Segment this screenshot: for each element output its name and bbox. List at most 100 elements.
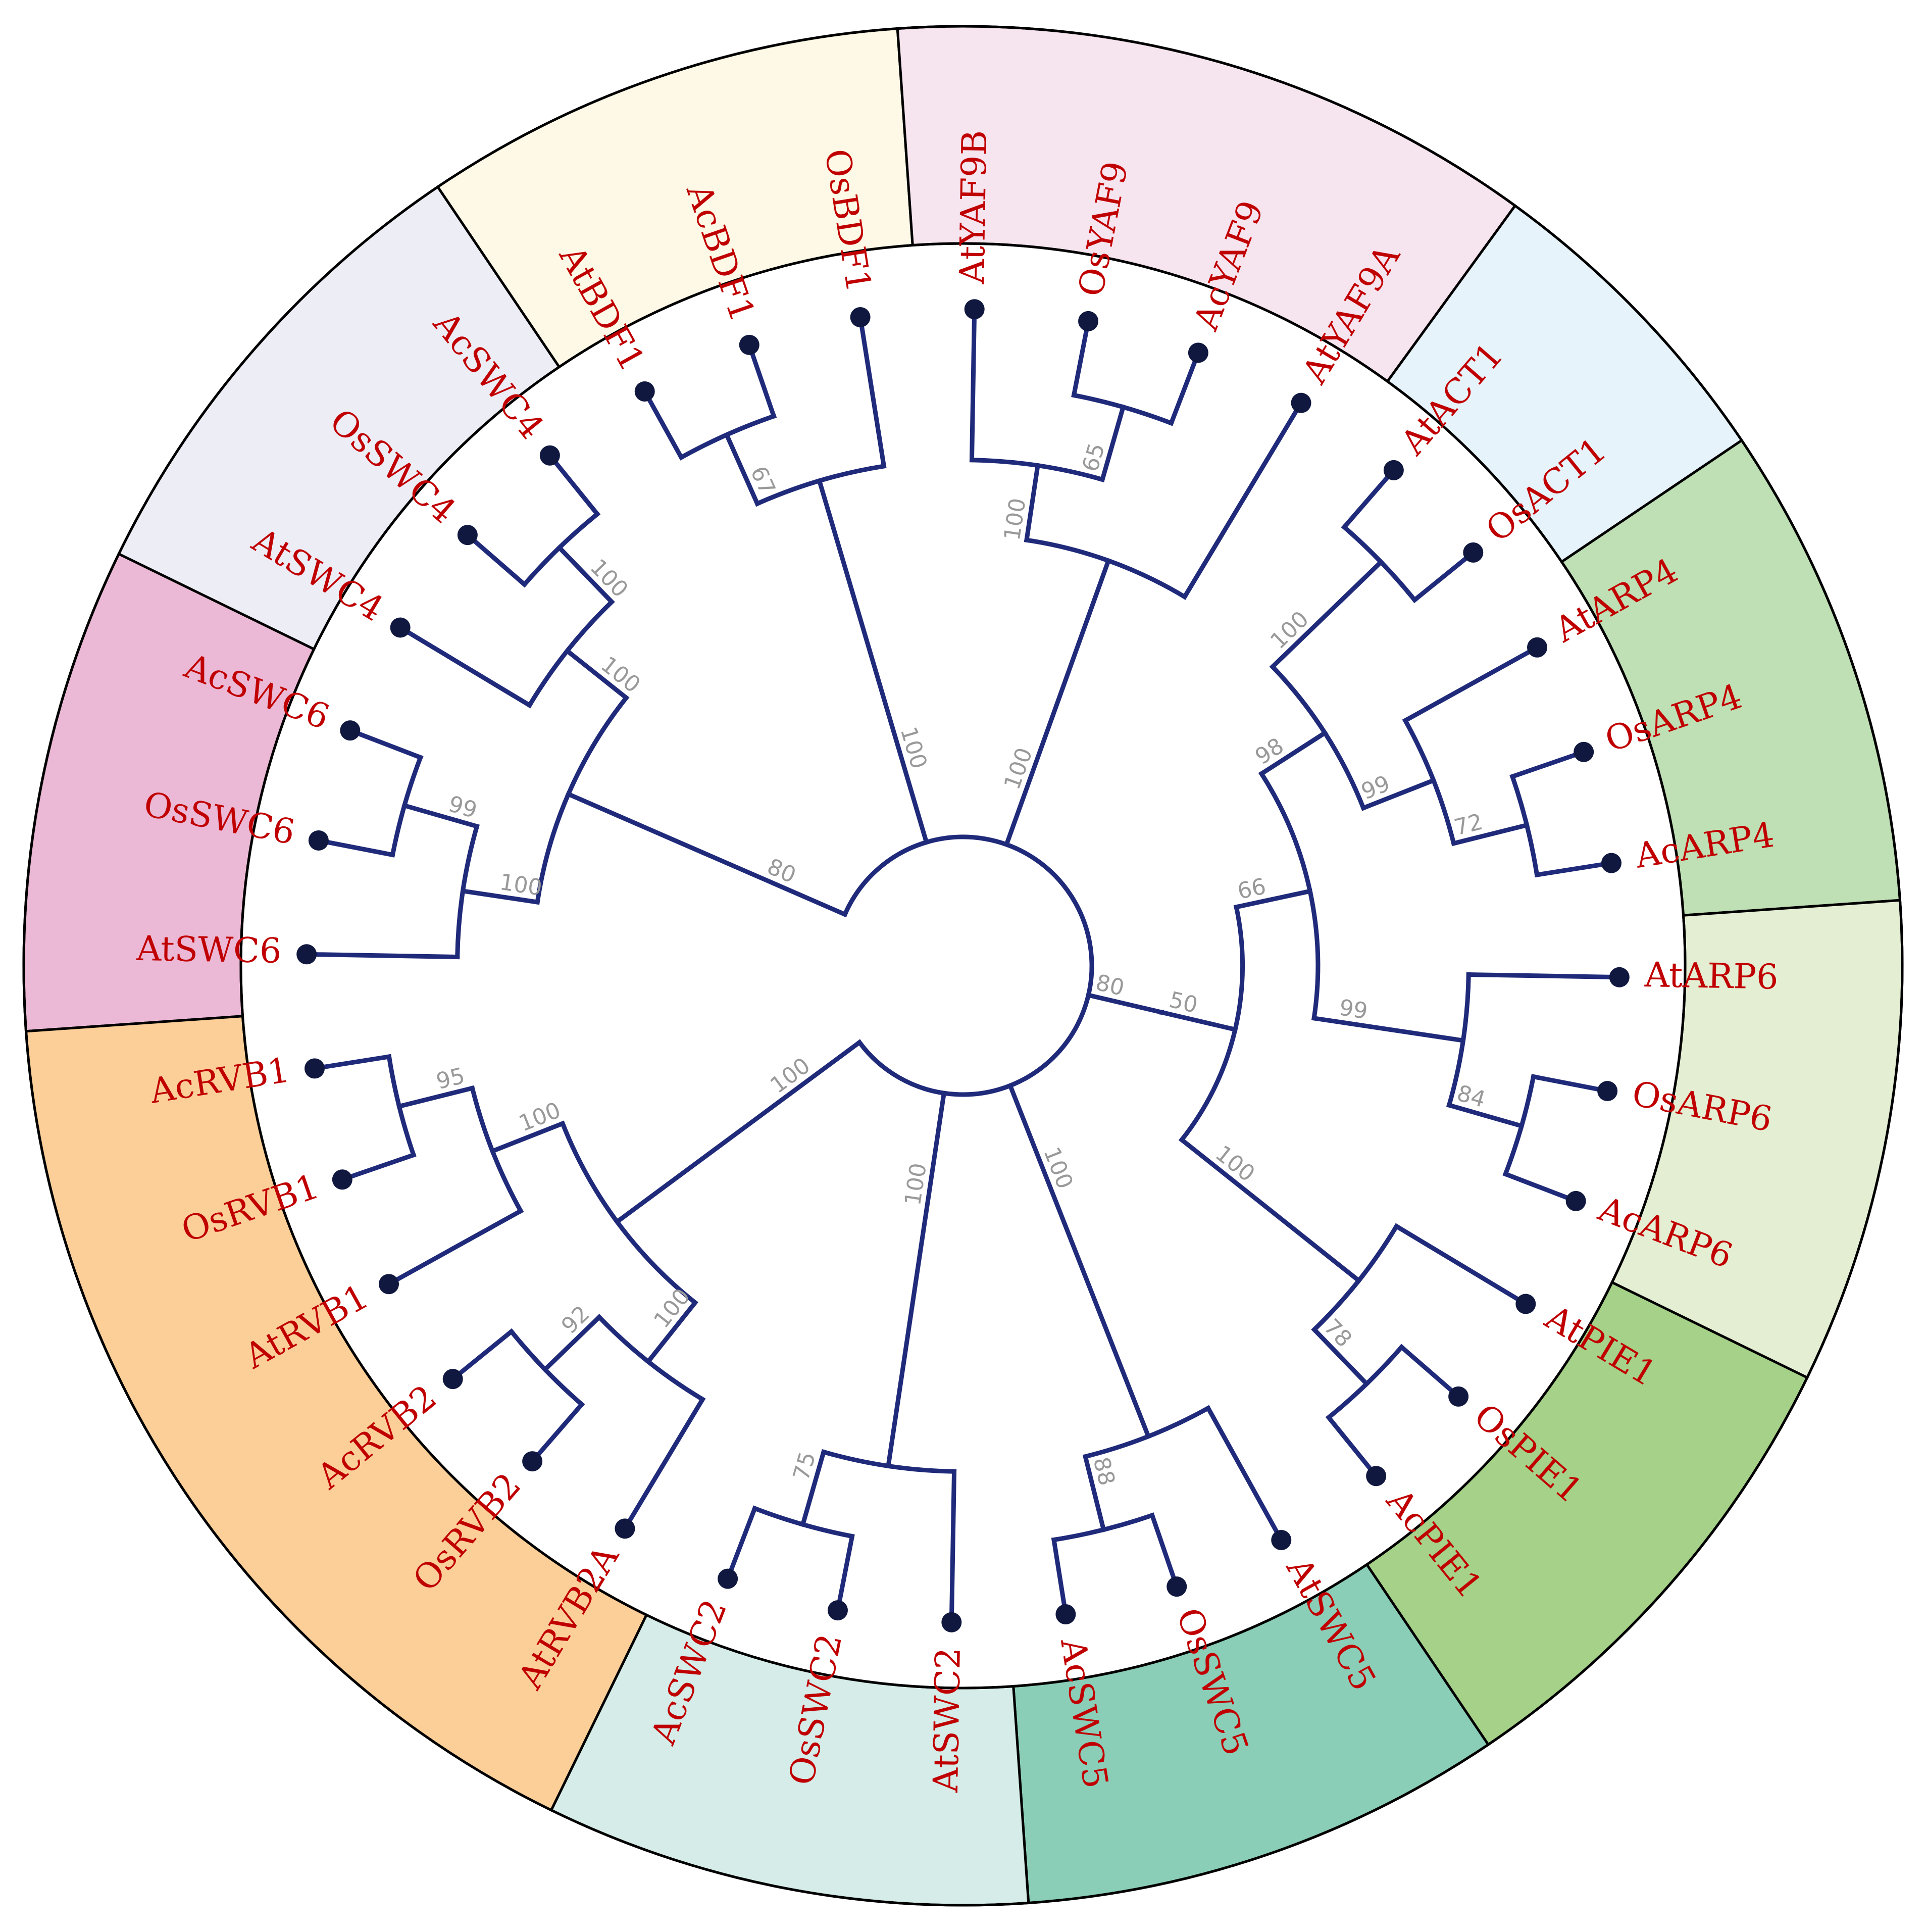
branch-radial-44 [1341, 467, 1397, 530]
tip-osswc4 [457, 525, 478, 546]
branch-radial-51 [1509, 749, 1587, 780]
branch-radial-60 [1178, 1136, 1362, 1284]
branch-radial-21 [641, 388, 685, 461]
branch-radial-10 [564, 648, 630, 701]
leaf-label-atarp6: AtARP6 [1644, 955, 1779, 998]
branch-radial-45 [1411, 549, 1477, 604]
branch-radial-26 [1024, 463, 1041, 543]
tip-atswc2 [941, 1612, 962, 1632]
branch-radial-15 [464, 531, 528, 588]
branch-radial-95 [339, 1152, 417, 1182]
branch-arc-25 [1024, 537, 1188, 600]
tip-acswc5 [1055, 1604, 1076, 1624]
branch-radial-79 [835, 1533, 855, 1613]
branch-arc-68 [1082, 1405, 1211, 1460]
branch-arc-87 [508, 1328, 585, 1408]
tip-atyaf9a [1291, 392, 1311, 413]
branch-radial-85 [622, 1396, 706, 1532]
branch-radial-40 [1258, 729, 1328, 777]
bootstrap-value: 80 [1093, 970, 1127, 1001]
tip-osrvb2 [522, 1451, 543, 1472]
tip-osswc6 [308, 830, 329, 851]
branch-arc-57 [1502, 1074, 1536, 1177]
branch-arc-82 [560, 1120, 698, 1306]
branch-radial-9 [347, 727, 424, 761]
branch-radial-56 [1446, 1102, 1525, 1129]
branch-radial-13 [556, 544, 615, 605]
leaf-label-atyaf9b: AtYAF9B [952, 130, 995, 285]
branch-arc-78 [751, 1505, 855, 1539]
branch-radial-65 [1398, 1344, 1462, 1400]
branch-radial-73 [1051, 1537, 1069, 1617]
tip-atswc5 [1271, 1530, 1292, 1551]
branch-arc-47 [1402, 717, 1457, 847]
bootstrap-value: 50 [1167, 987, 1200, 1018]
branch-radial-53 [1311, 1015, 1466, 1044]
branch-arc-0 [842, 834, 1094, 1097]
branch-radial-63 [1311, 1326, 1370, 1388]
branch-arc-71 [1051, 1512, 1155, 1543]
bootstrap-value: 100 [900, 1161, 932, 1207]
branch-arc-39 [1258, 770, 1321, 1021]
branch-arc-4 [455, 823, 480, 960]
branch-radial-34 [1085, 992, 1165, 1015]
branch-arc-7 [390, 754, 424, 858]
branch-radial-69 [1205, 1405, 1285, 1544]
branch-radial-62 [1393, 1223, 1529, 1307]
tip-atrvb1 [378, 1274, 399, 1295]
branch-radial-28 [969, 307, 977, 463]
tip-osact1 [1463, 542, 1484, 563]
tip-acyaf9 [1188, 342, 1208, 363]
tip-acswc4 [539, 445, 560, 466]
branch-arc-20 [678, 413, 777, 461]
branch-arc-18 [754, 463, 887, 507]
branch-radial-42 [1269, 559, 1385, 670]
branch-arc-64 [1325, 1344, 1405, 1421]
branch-radial-6 [401, 803, 480, 829]
branch-radial-36 [1159, 1009, 1238, 1032]
branch-radial-29 [1099, 404, 1126, 482]
branch-radial-32 [1168, 350, 1201, 426]
bootstrap-value: 66 [1235, 873, 1268, 905]
branch-radial-90 [489, 1120, 566, 1154]
branch-arc-37 [1178, 904, 1245, 1143]
tip-atarp6 [1609, 967, 1630, 987]
branch-radial-23 [857, 314, 887, 469]
tip-osrvb1 [332, 1169, 352, 1190]
tip-osyaf9 [1078, 311, 1099, 331]
branch-arc-11 [526, 599, 615, 709]
branch-radial-77 [800, 1449, 827, 1527]
tip-acrvb1 [305, 1058, 325, 1079]
tip-ospie1 [1448, 1386, 1469, 1407]
tip-atyaf9b [964, 299, 985, 320]
tip-acbdf1 [739, 334, 759, 355]
bootstrap-value: 99 [1338, 995, 1370, 1024]
tip-acswc6 [340, 720, 361, 741]
branch-radial-59 [1502, 1171, 1579, 1204]
branch-radial-96 [312, 1054, 392, 1071]
branch-arc-75 [821, 1449, 957, 1474]
branch-arc-50 [1509, 773, 1540, 878]
tip-atpie1 [1515, 1294, 1536, 1314]
branch-arc-30 [1071, 392, 1175, 426]
branch-radial-49 [1451, 822, 1530, 847]
branch-arc-27 [969, 458, 1105, 482]
tip-atbdf1 [634, 381, 655, 402]
branch-radial-17 [816, 478, 930, 846]
tip-osswc5 [1167, 1576, 1187, 1597]
tip-acarp6 [1565, 1191, 1586, 1211]
branch-radial-58 [1531, 1074, 1610, 1094]
branch-arc-84 [596, 1314, 706, 1403]
branch-arc-2 [535, 695, 630, 905]
branch-radial-3 [460, 888, 540, 905]
tip-acswc2 [718, 1568, 738, 1589]
branch-radial-31 [1071, 318, 1091, 398]
branch-radial-52 [1534, 860, 1614, 878]
tip-acrvb2 [442, 1369, 463, 1390]
bootstrap-value: 100 [999, 497, 1031, 542]
tip-osarp6 [1597, 1081, 1618, 1102]
branch-radial-38 [1233, 888, 1313, 910]
branch-radial-88 [529, 1401, 585, 1465]
tip-acpie1 [1366, 1466, 1387, 1487]
